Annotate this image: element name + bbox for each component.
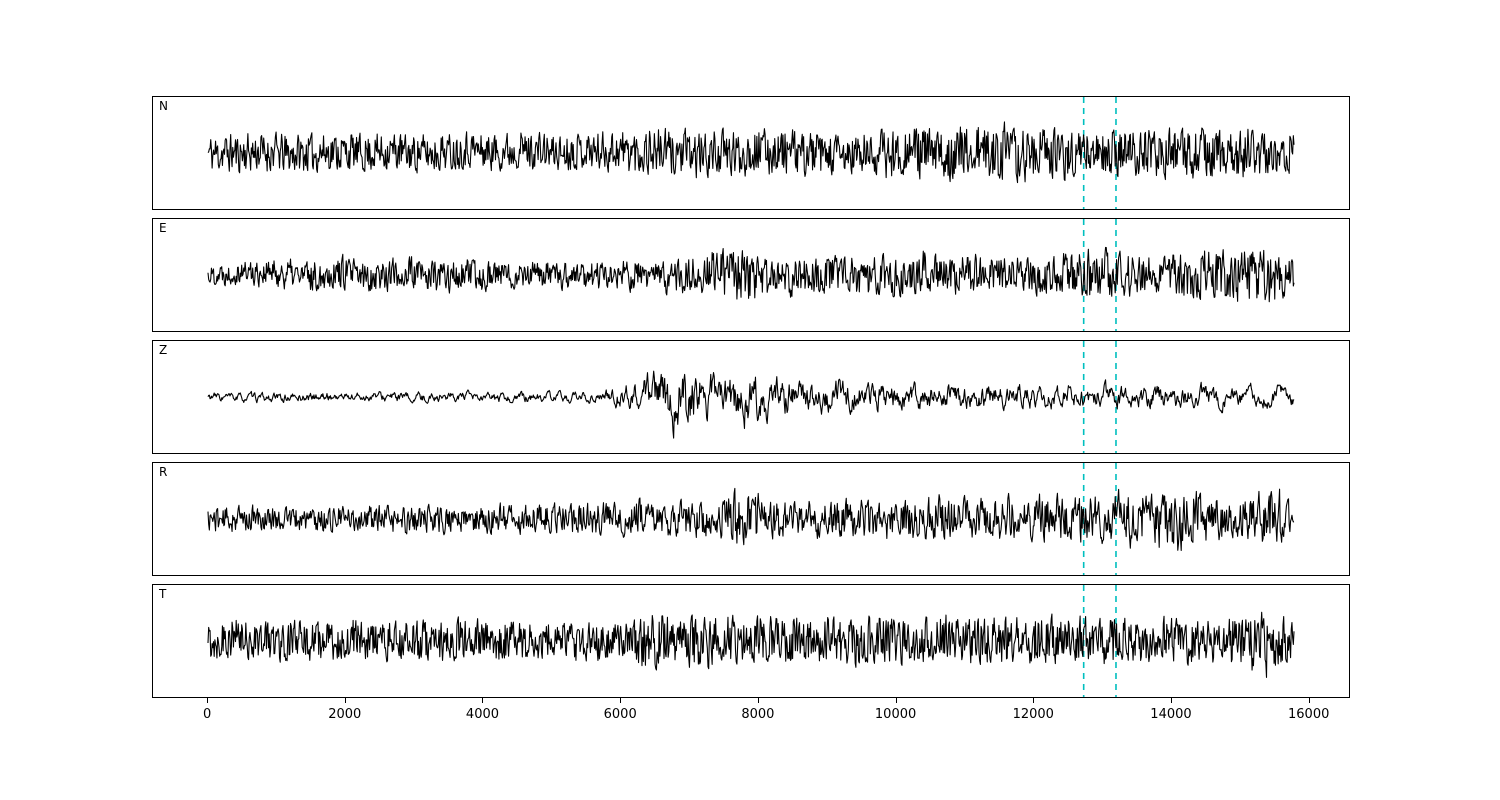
- x-tick-mark: [207, 698, 209, 703]
- trace-panel-z: Z: [152, 340, 1350, 454]
- channel-label: N: [159, 99, 168, 113]
- x-tick-mark: [757, 698, 759, 703]
- x-tick-label: 4000: [465, 707, 500, 722]
- x-tick-mark: [620, 698, 622, 703]
- x-tick-label: 10000: [874, 707, 917, 722]
- x-tick-label: 6000: [603, 707, 637, 722]
- waveform-canvas-r: [153, 463, 1349, 575]
- x-tick-mark: [1170, 698, 1172, 703]
- x-tick-mark: [482, 698, 484, 703]
- waveform-canvas-z: [153, 341, 1349, 453]
- channel-label: T: [159, 587, 167, 601]
- x-tick-mark: [344, 698, 346, 703]
- channel-label: E: [159, 221, 167, 235]
- x-tick-label: 16000: [1288, 707, 1330, 722]
- x-tick-label: 8000: [741, 707, 775, 722]
- trace-panel-e: E: [152, 218, 1350, 332]
- x-tick-mark: [1033, 698, 1035, 703]
- trace-panel-t: T: [152, 584, 1350, 698]
- x-tick-label: 14000: [1150, 707, 1192, 722]
- x-tick-mark: [1308, 698, 1310, 703]
- trace-panels: N E Z R T: [152, 96, 1350, 698]
- x-tick-label: 0: [202, 707, 212, 722]
- x-tick-mark: [895, 698, 897, 703]
- x-axis: 0 2000 4000 6000 8000 10000 12000 14000 16000: [152, 698, 1350, 732]
- trace-panel-r: R: [152, 462, 1350, 576]
- x-tick-label: 12000: [1012, 707, 1054, 722]
- channel-label: Z: [159, 343, 168, 357]
- x-tick-label: 2000: [328, 707, 362, 722]
- waveform-canvas-e: [153, 219, 1349, 331]
- waveform-canvas-n: [153, 97, 1349, 209]
- channel-label: R: [159, 465, 168, 479]
- waveform-canvas-t: [153, 585, 1349, 697]
- trace-panel-n: N: [152, 96, 1350, 210]
